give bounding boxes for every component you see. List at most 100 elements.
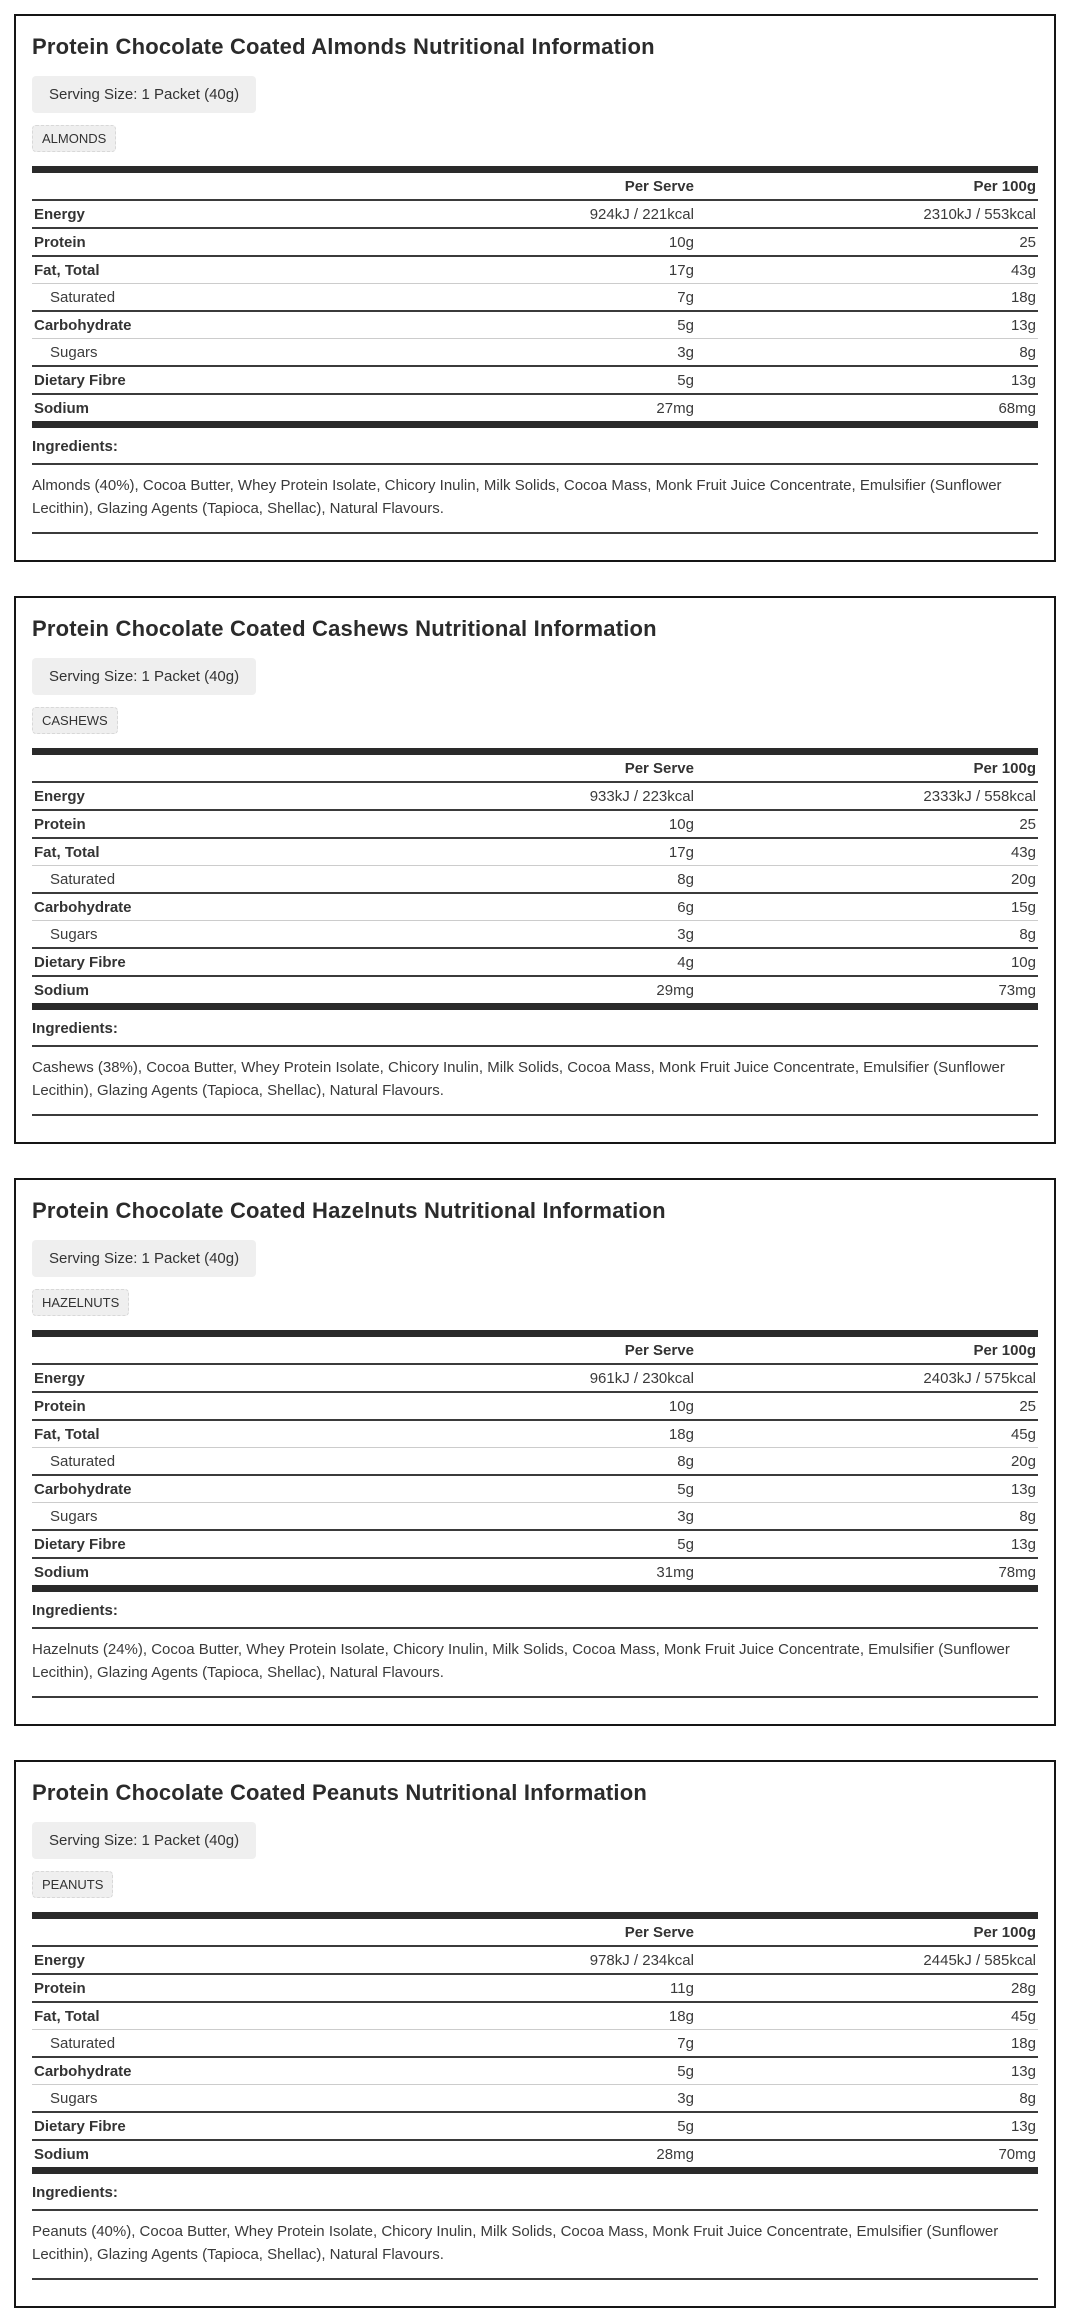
nutrient-label: Energy: [32, 1364, 375, 1393]
nutrient-label: Saturated: [32, 2029, 375, 2058]
nutrient-row: Fat, Total 17g 43g: [32, 838, 1038, 866]
nutrient-label: Energy: [32, 200, 375, 229]
nutrient-label: Dietary Fibre: [32, 366, 375, 395]
per-100g-value: 8g: [695, 920, 1038, 949]
per-serve-value: 10g: [374, 1392, 696, 1421]
nut-tab-row: ALMONDS: [32, 125, 1038, 166]
nutrient-label: Sugars: [32, 2084, 375, 2113]
nutrition-table-body: Energy 978kJ / 234kcal 2445kJ / 585kcal …: [32, 1946, 1038, 2171]
nutrient-label: Sugars: [32, 338, 375, 367]
nutrient-row: Energy 978kJ / 234kcal 2445kJ / 585kcal: [32, 1946, 1038, 1975]
serving-size-badge[interactable]: Serving Size: 1 Packet (40g): [32, 658, 257, 695]
nutrition-header-row: Per Serve Per 100g: [32, 751, 1038, 783]
header-per-100g: Per 100g: [695, 169, 1038, 201]
nutrient-label: Sodium: [34, 981, 89, 999]
nutrient-label: Energy: [32, 1946, 375, 1975]
nutrient-row: Sodium 31mg 78mg: [32, 1558, 1038, 1589]
per-serve-value: 6g: [374, 893, 696, 921]
nutrition-panel: Protein Chocolate Coated Almonds Nutriti…: [14, 14, 1056, 562]
nutrient-row: Saturated 8g 20g: [32, 865, 1038, 894]
nutrient-label: Sodium: [34, 1563, 89, 1581]
per-serve-value: 3g: [374, 920, 696, 949]
per-100g-value: 13g: [695, 1530, 1038, 1559]
nutrient-row: Protein 10g 25: [32, 1392, 1038, 1421]
nutrition-table-head: Per Serve Per 100g: [32, 751, 1038, 783]
nutrient-row: Sugars 3g 8g: [32, 920, 1038, 949]
nutrient-row: Energy 933kJ / 223kcal 2333kJ / 558kcal: [32, 782, 1038, 811]
panel-title: Protein Chocolate Coated Cashews Nutriti…: [32, 616, 657, 641]
header-empty-cell: [32, 751, 375, 783]
per-100g-value: 15g: [695, 893, 1038, 921]
serving-size-badge[interactable]: Serving Size: 1 Packet (40g): [32, 76, 257, 113]
nutrient-row: Carbohydrate 6g 15g: [32, 893, 1038, 921]
nutrition-header-row: Per Serve Per 100g: [32, 1915, 1038, 1947]
nut-tab[interactable]: HAZELNUTS: [32, 1289, 130, 1316]
per-serve-value: 5g: [374, 1530, 696, 1559]
ingredients-label: Ingredients:: [32, 1010, 1038, 1047]
nutrient-label: Carbohydrate: [32, 311, 375, 339]
serving-size-badge[interactable]: Serving Size: 1 Packet (40g): [32, 1822, 257, 1859]
nutrient-row: Fat, Total 18g 45g: [32, 1420, 1038, 1448]
nutrient-row: Dietary Fibre 5g 13g: [32, 366, 1038, 395]
nutrient-row: Fat, Total 18g 45g: [32, 2002, 1038, 2030]
nutrient-row: Sodium 27mg 68mg: [32, 394, 1038, 425]
per-100g-value: 43g: [695, 256, 1038, 284]
per-100g-value: 25: [695, 810, 1038, 839]
nut-tab[interactable]: CASHEWS: [32, 707, 118, 734]
nutrient-row: Carbohydrate 5g 13g: [32, 2057, 1038, 2085]
header-per-100g: Per 100g: [695, 751, 1038, 783]
per-serve-value: 3g: [374, 1502, 696, 1531]
nutrient-label: Fat, Total: [32, 256, 375, 284]
per-100g-value: 68mg: [998, 399, 1036, 417]
per-100g-value: 2310kJ / 553kcal: [695, 200, 1038, 229]
per-serve-value: 27mg: [656, 399, 694, 417]
nutrient-label: Carbohydrate: [32, 1475, 375, 1503]
per-100g-value: 8g: [695, 2084, 1038, 2113]
panels-container: Protein Chocolate Coated Almonds Nutriti…: [14, 14, 1056, 2308]
nutrient-row: Protein 11g 28g: [32, 1974, 1038, 2003]
nutrition-panel: Protein Chocolate Coated Peanuts Nutriti…: [14, 1760, 1056, 2308]
nutrient-label: Sugars: [32, 920, 375, 949]
per-100g-value: 45g: [695, 2002, 1038, 2030]
nutrient-label: Carbohydrate: [32, 893, 375, 921]
serving-size-row: Serving Size: 1 Packet (40g): [32, 1822, 1038, 1871]
nutrition-table-head: Per Serve Per 100g: [32, 169, 1038, 201]
per-serve-value: 5g: [374, 2112, 696, 2141]
nutrient-label: Sugars: [32, 1502, 375, 1531]
nutrient-row: Saturated 7g 18g: [32, 283, 1038, 312]
per-100g-value: 70mg: [998, 2145, 1036, 2163]
ingredients-label: Ingredients:: [32, 2174, 1038, 2211]
header-per-serve: Per Serve: [374, 1333, 696, 1365]
per-serve-value: 924kJ / 221kcal: [374, 200, 696, 229]
per-serve-value: 5g: [374, 311, 696, 339]
per-serve-value: 5g: [374, 2057, 696, 2085]
nutrient-row: Dietary Fibre 4g 10g: [32, 948, 1038, 977]
ingredients-text: Peanuts (40%), Cocoa Butter, Whey Protei…: [32, 2211, 1038, 2280]
per-serve-value: 29mg: [656, 981, 694, 999]
per-100g-value: 10g: [695, 948, 1038, 977]
nut-tab-row: HAZELNUTS: [32, 1289, 1038, 1330]
panel-title: Protein Chocolate Coated Peanuts Nutriti…: [32, 1780, 648, 1805]
header-empty-cell: [32, 169, 375, 201]
per-100g-value: 73mg: [998, 981, 1036, 999]
nut-tab[interactable]: PEANUTS: [32, 1871, 114, 1898]
serving-size-badge[interactable]: Serving Size: 1 Packet (40g): [32, 1240, 257, 1277]
nutrition-table-head: Per Serve Per 100g: [32, 1333, 1038, 1365]
nutrient-label: Sodium: [34, 2145, 89, 2163]
ingredients-text: Cashews (38%), Cocoa Butter, Whey Protei…: [32, 1047, 1038, 1116]
nutrition-table: Per Serve Per 100g Energy 924kJ / 221kca…: [32, 166, 1038, 428]
per-100g-value: 43g: [695, 838, 1038, 866]
per-100g-value: 25: [695, 1392, 1038, 1421]
nutrient-label: Protein: [32, 1974, 375, 2003]
nutrient-row: Fat, Total 17g 43g: [32, 256, 1038, 284]
per-100g-value: 18g: [695, 2029, 1038, 2058]
ingredients-label: Ingredients:: [32, 428, 1038, 465]
nutrition-table-body: Energy 924kJ / 221kcal 2310kJ / 553kcal …: [32, 200, 1038, 425]
header-per-100g: Per 100g: [695, 1915, 1038, 1947]
nut-tab[interactable]: ALMONDS: [32, 125, 117, 152]
per-100g-value: 2403kJ / 575kcal: [695, 1364, 1038, 1393]
per-100g-value: 13g: [695, 366, 1038, 395]
nutrient-row: Carbohydrate 5g 13g: [32, 1475, 1038, 1503]
per-100g-value: 2445kJ / 585kcal: [695, 1946, 1038, 1975]
